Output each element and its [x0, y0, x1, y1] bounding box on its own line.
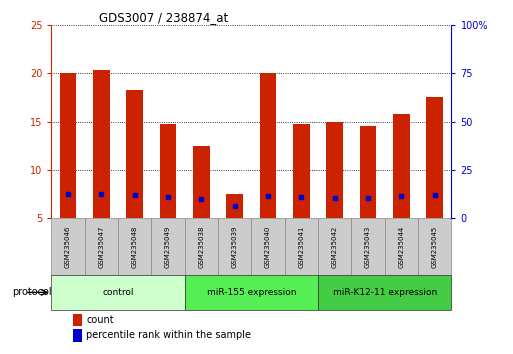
Text: GDS3007 / 238874_at: GDS3007 / 238874_at — [100, 11, 229, 24]
Bar — [293, 124, 310, 218]
Text: GSM235040: GSM235040 — [265, 225, 271, 268]
Text: percentile rank within the sample: percentile rank within the sample — [86, 330, 251, 341]
FancyBboxPatch shape — [118, 218, 151, 275]
FancyBboxPatch shape — [351, 218, 385, 275]
Bar — [193, 146, 210, 218]
FancyBboxPatch shape — [185, 275, 318, 310]
FancyBboxPatch shape — [385, 218, 418, 275]
Bar — [60, 73, 76, 218]
FancyBboxPatch shape — [151, 218, 185, 275]
Text: GSM235047: GSM235047 — [98, 225, 104, 268]
Text: GSM235048: GSM235048 — [132, 225, 137, 268]
Bar — [326, 122, 343, 218]
Text: GSM235049: GSM235049 — [165, 225, 171, 268]
FancyBboxPatch shape — [218, 218, 251, 275]
Text: miR-K12-11 expression: miR-K12-11 expression — [332, 288, 437, 297]
Bar — [393, 114, 410, 218]
Bar — [260, 73, 277, 218]
Text: control: control — [102, 288, 134, 297]
Text: GSM235039: GSM235039 — [232, 225, 238, 268]
Bar — [126, 90, 143, 218]
FancyBboxPatch shape — [185, 218, 218, 275]
FancyBboxPatch shape — [51, 218, 85, 275]
FancyBboxPatch shape — [251, 218, 285, 275]
Text: GSM235044: GSM235044 — [399, 225, 404, 268]
FancyBboxPatch shape — [85, 218, 118, 275]
Bar — [426, 97, 443, 218]
Bar — [360, 126, 377, 218]
Text: GSM235043: GSM235043 — [365, 225, 371, 268]
Text: GSM235038: GSM235038 — [199, 225, 204, 268]
FancyBboxPatch shape — [51, 275, 185, 310]
Text: miR-155 expression: miR-155 expression — [207, 288, 296, 297]
Text: GSM235046: GSM235046 — [65, 225, 71, 268]
Bar — [160, 124, 176, 218]
Bar — [226, 194, 243, 218]
Text: GSM235041: GSM235041 — [299, 225, 304, 268]
FancyBboxPatch shape — [285, 218, 318, 275]
Text: GSM235042: GSM235042 — [332, 225, 338, 268]
Text: GSM235045: GSM235045 — [432, 225, 438, 268]
Bar — [73, 314, 82, 326]
Bar — [73, 329, 82, 342]
FancyBboxPatch shape — [318, 275, 451, 310]
Text: protocol: protocol — [12, 287, 51, 297]
Text: count: count — [86, 315, 114, 325]
Bar — [93, 70, 110, 218]
FancyBboxPatch shape — [318, 218, 351, 275]
FancyBboxPatch shape — [418, 218, 451, 275]
